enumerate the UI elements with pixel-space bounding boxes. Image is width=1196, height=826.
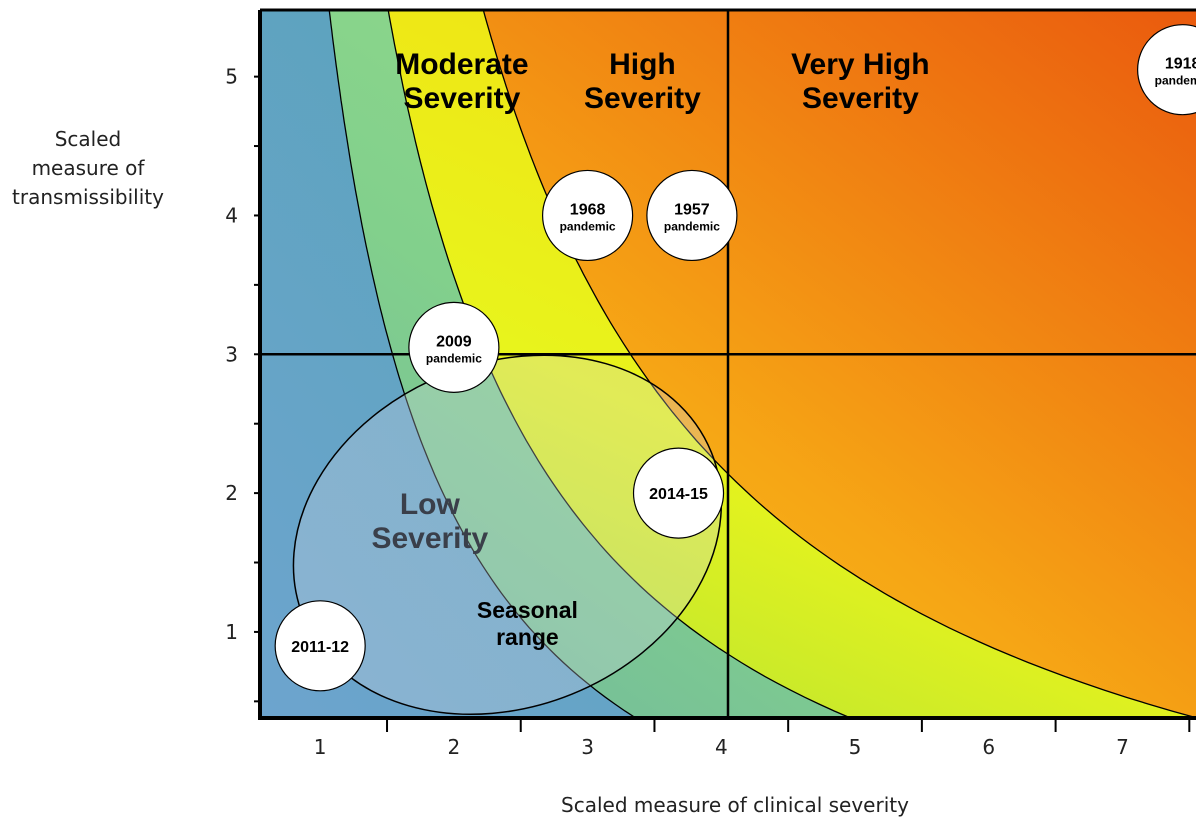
y-tick-label: 5 bbox=[225, 65, 238, 89]
event-marker bbox=[1137, 24, 1196, 116]
event-label: 1957 bbox=[674, 201, 710, 218]
axes-layer: 1 2 3 4 5 6 7 1 2 3 4 5 Scaled measure of clinical s… bbox=[12, 8, 1196, 817]
x-tick-label: 2 bbox=[448, 735, 461, 759]
event-point: 1918pandemic bbox=[1137, 24, 1196, 116]
event-marker bbox=[408, 301, 500, 393]
zone-label: High bbox=[609, 48, 676, 81]
event-sublabel: pandemic bbox=[664, 219, 720, 233]
severity-boundary-3 bbox=[482, 9, 1196, 719]
zone-label: Moderate bbox=[395, 48, 528, 81]
event-label: 2011-12 bbox=[291, 639, 349, 656]
event-label: 2009 bbox=[436, 333, 472, 350]
x-tick-label: 7 bbox=[1116, 735, 1129, 759]
y-axis-title-line: transmissibility bbox=[12, 185, 164, 209]
x-tick-label: 5 bbox=[849, 735, 862, 759]
event-sublabel: pandemic bbox=[426, 351, 482, 365]
zone-label: Severity bbox=[584, 82, 701, 115]
event-label: 1918 bbox=[1165, 56, 1196, 73]
zone-label: Severity bbox=[802, 82, 919, 115]
event-marker bbox=[632, 447, 725, 539]
event-label: 2014-15 bbox=[649, 486, 708, 503]
x-tick-label: 6 bbox=[982, 735, 995, 759]
zone-label: Severity bbox=[371, 522, 488, 555]
y-tick-label: 2 bbox=[225, 481, 238, 505]
y-tick-label: 1 bbox=[225, 620, 238, 644]
x-tick-label: 1 bbox=[314, 735, 327, 759]
event-label: 1968 bbox=[570, 201, 606, 218]
x-tick-label: 4 bbox=[715, 735, 728, 759]
event-marker bbox=[541, 169, 634, 262]
seasonal-range-label: Seasonal bbox=[477, 597, 578, 623]
points-layer: 2011-122009pandemic1968pandemic1957pande… bbox=[274, 24, 1196, 692]
y-tick-label: 3 bbox=[225, 342, 238, 366]
y-axis-title-line: Scaled bbox=[55, 127, 122, 151]
zone-label: Very High bbox=[791, 48, 929, 81]
event-point: 2011-12 bbox=[274, 600, 366, 692]
band-low bbox=[260, 10, 636, 718]
x-axis-title: Scaled measure of clinical severity bbox=[561, 793, 909, 817]
seasonal-range-label: range bbox=[496, 624, 559, 650]
event-marker bbox=[646, 169, 738, 262]
y-tick-label: 4 bbox=[225, 203, 238, 227]
event-sublabel: pandemic bbox=[1155, 74, 1196, 88]
y-axis-title-line: measure of bbox=[32, 156, 146, 180]
event-marker bbox=[274, 600, 366, 692]
zone-label: Low bbox=[400, 488, 461, 521]
severity-boundary-1 bbox=[328, 9, 637, 719]
x-tick-label: 3 bbox=[581, 735, 594, 759]
event-sublabel: pandemic bbox=[560, 219, 616, 233]
event-point: 2014-15 bbox=[632, 447, 725, 539]
zone-label: Severity bbox=[404, 82, 521, 115]
